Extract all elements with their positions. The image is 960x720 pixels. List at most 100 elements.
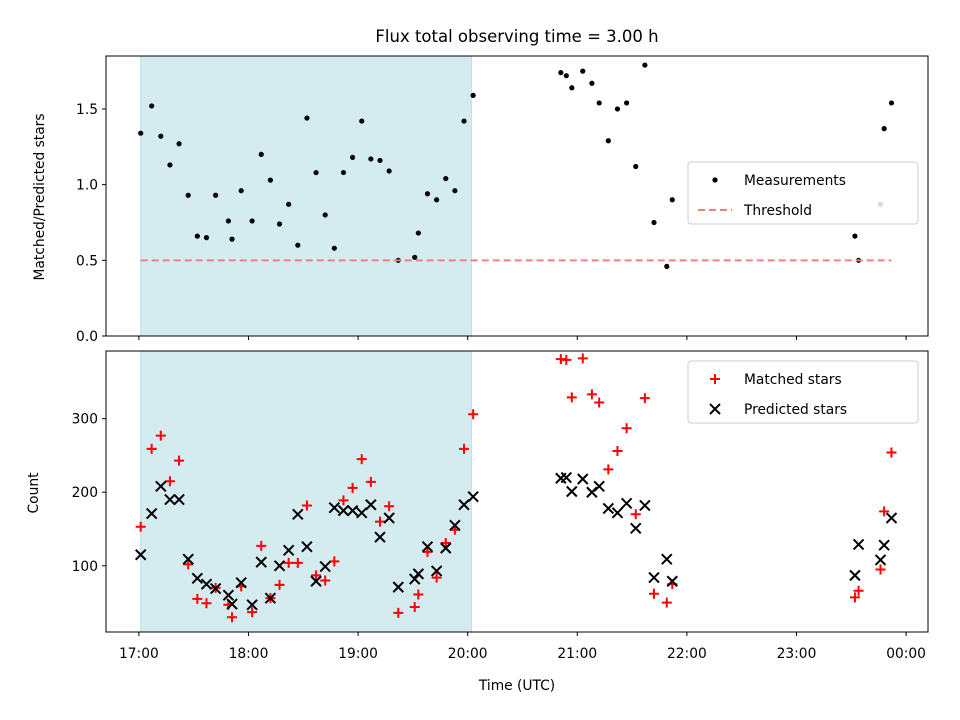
- y-tick-label: 0.0: [76, 329, 98, 345]
- measurement-point: [424, 191, 431, 197]
- measurement-point: [138, 130, 144, 136]
- predicted-star-marker: [235, 577, 247, 589]
- matched-star-marker: [566, 392, 577, 403]
- predicted-star-marker: [620, 497, 633, 509]
- matched-star-marker: [164, 476, 175, 487]
- matched-star-marker: [393, 607, 404, 618]
- predicted-star-marker: [630, 522, 642, 534]
- predicted-star-marker: [246, 599, 258, 611]
- predicted-star-marker: [328, 501, 341, 514]
- predicted-star-marker: [852, 538, 865, 551]
- matched-star-marker: [384, 501, 395, 512]
- measurement-point: [614, 106, 621, 112]
- matched-star-marker: [431, 572, 442, 583]
- measurement-point: [276, 221, 283, 227]
- measurement-point: [580, 68, 586, 74]
- matched-star-marker: [356, 454, 367, 465]
- matched-star-marker: [561, 354, 572, 365]
- predicted-star-marker: [430, 565, 443, 577]
- predicted-star-marker: [566, 485, 578, 498]
- y-tick-label: 1.0: [76, 178, 98, 194]
- predicted-star-marker: [383, 512, 395, 524]
- predicted-star-marker: [421, 540, 434, 553]
- matched-star-marker: [661, 597, 672, 608]
- shaded-interval: [140, 350, 472, 633]
- predicted-star-marker: [319, 560, 331, 573]
- legend: Matched stars Predicted stars: [687, 360, 919, 424]
- y-tick-label: 300: [72, 412, 98, 428]
- matched-star-marker: [468, 409, 479, 420]
- measurement-point: [368, 156, 374, 162]
- predicted-star-marker: [282, 544, 295, 557]
- matched-star-marker: [849, 592, 860, 603]
- measurement-point: [642, 62, 648, 68]
- measurement-point: [350, 154, 356, 161]
- measurement-point: [443, 175, 449, 182]
- measurement-point: [563, 73, 569, 79]
- measurement-point: [377, 157, 383, 164]
- matched-star-marker: [155, 430, 166, 441]
- measurement-point: [149, 103, 155, 109]
- matched-star-marker: [649, 588, 659, 599]
- legend-label: Measurements: [744, 173, 846, 189]
- measurement-point: [596, 100, 602, 106]
- matched-star-marker: [201, 598, 212, 609]
- predicted-star-marker: [200, 578, 213, 590]
- matched-star-marker: [274, 579, 285, 590]
- matched-star-marker: [146, 443, 157, 454]
- predicted-star-marker: [885, 512, 898, 524]
- measurement-point: [651, 219, 657, 226]
- matched-star-marker: [594, 397, 605, 408]
- matched-star-marker: [630, 509, 641, 520]
- x-axis-label: Time (UTC): [478, 678, 555, 694]
- predicted-star-marker: [874, 554, 887, 566]
- predicted-star-marker: [849, 569, 861, 582]
- x-tick-label: 22:00: [667, 646, 707, 662]
- x-tick-label: 00:00: [886, 646, 926, 662]
- measurement-point: [434, 197, 440, 203]
- legend-matched-swatch: [710, 374, 720, 384]
- matched-star-marker: [422, 546, 433, 557]
- legend-measurement-swatch: [712, 177, 718, 183]
- measurement-point: [167, 162, 173, 168]
- chart-title: Flux total observing time = 3.00 h: [375, 27, 658, 46]
- measurement-point: [624, 100, 630, 106]
- measurement-point: [331, 245, 337, 251]
- legend-predicted-swatch: [709, 403, 721, 415]
- predicted-star-marker: [173, 493, 185, 506]
- measurement-point: [852, 233, 858, 239]
- measurement-point: [633, 163, 639, 170]
- axes-frame: [105, 55, 929, 337]
- x-tick-label: 19:00: [338, 646, 378, 662]
- matched-star-marker: [886, 447, 897, 458]
- measurement-point: [158, 133, 164, 139]
- predicted-star-marker: [449, 519, 461, 532]
- matched-star-marker: [347, 482, 358, 493]
- y-tick-label: 1.5: [76, 102, 98, 118]
- measurement-point: [452, 188, 458, 194]
- measurement-point: [322, 212, 328, 218]
- matched-star-marker: [365, 476, 376, 487]
- predicted-star-marker: [661, 553, 673, 565]
- predicted-star-marker: [255, 556, 267, 568]
- measurement-point: [203, 235, 210, 241]
- predicted-star-marker: [648, 571, 660, 584]
- matched-star-marker: [621, 423, 632, 434]
- y-tick-label: 100: [72, 559, 98, 575]
- predicted-star-marker: [356, 507, 368, 519]
- matched-star-marker: [577, 353, 588, 364]
- predicted-star-marker: [182, 553, 194, 565]
- measurement-point: [412, 254, 418, 260]
- predicted-star-marker: [593, 480, 605, 493]
- predicted-star-marker: [134, 549, 147, 561]
- measurement-point: [558, 70, 564, 76]
- measurement-point: [386, 168, 392, 174]
- x-tick-label: 18:00: [229, 646, 269, 662]
- predicted-star-marker: [346, 504, 359, 517]
- matched-star-marker: [639, 393, 650, 404]
- predicted-star-marker: [292, 508, 304, 521]
- matched-star-marker: [413, 589, 424, 600]
- measurement-point: [664, 263, 670, 269]
- predicted-star-marker: [611, 507, 624, 519]
